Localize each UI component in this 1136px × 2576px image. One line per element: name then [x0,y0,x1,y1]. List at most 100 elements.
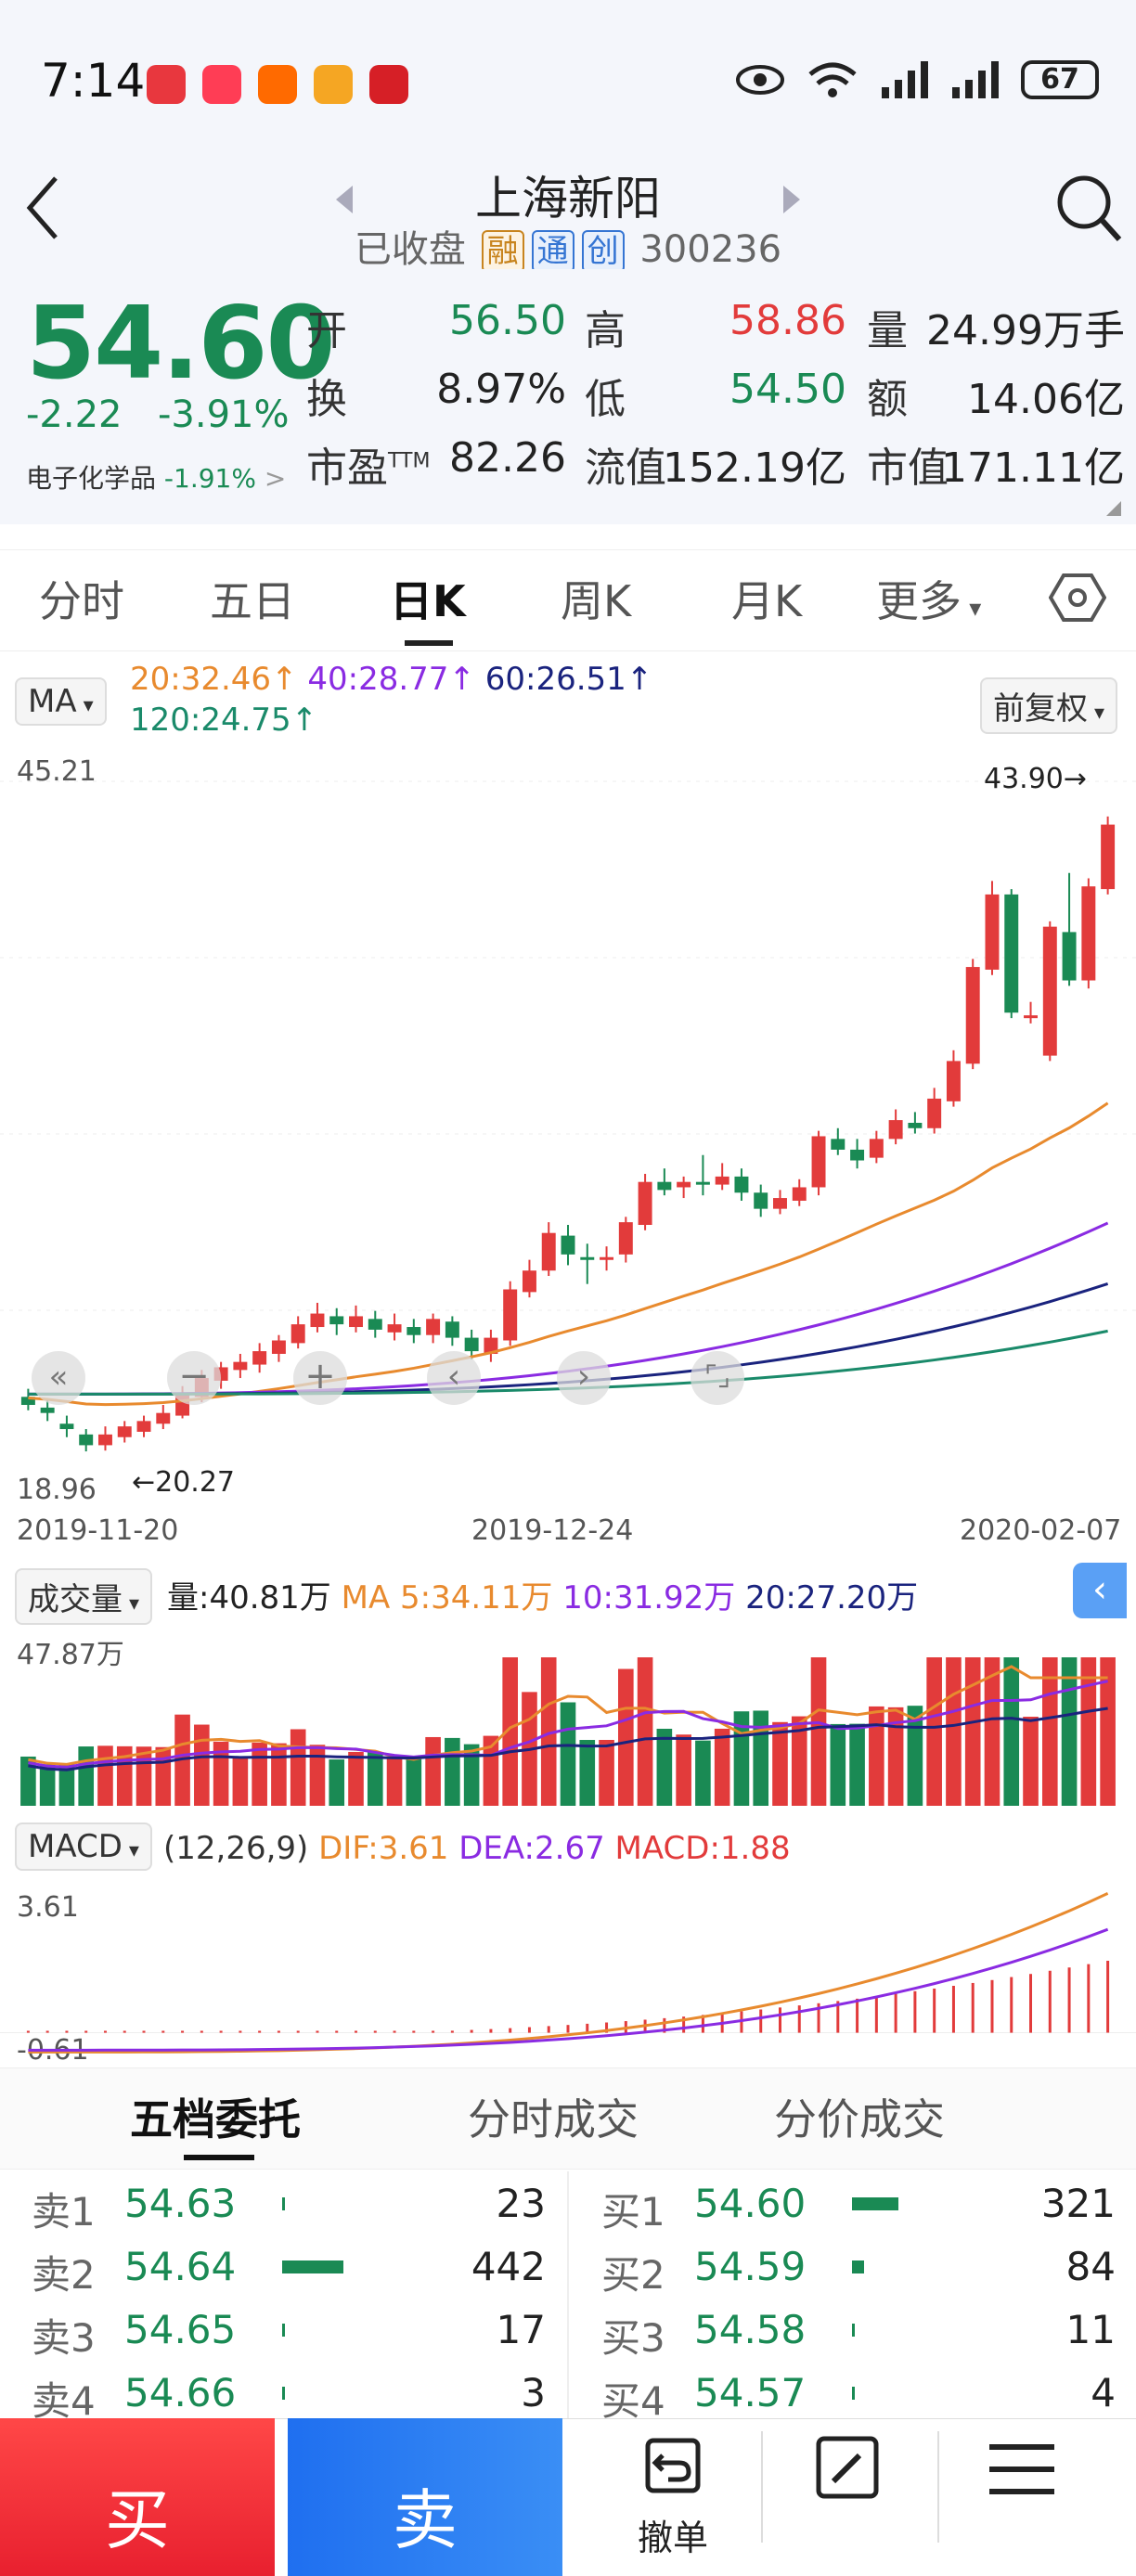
cancel-order-button[interactable]: 撤单 [613,2431,733,2570]
volume-bar [329,1759,345,1806]
vol-ma5: MA 5:34.11万 [341,1579,553,1616]
tab-five-day[interactable]: 五日 [210,576,295,626]
candle-body [387,1324,402,1333]
order-qty: 321 [1040,2181,1116,2226]
app-icon-weibo-pink [202,65,241,104]
battery-indicator: 67 [1021,60,1099,99]
volume-chart[interactable] [0,1624,1136,1806]
price-change-pct: -3.91% [158,393,290,436]
status-bar [0,0,1136,158]
candle-body [811,1136,826,1188]
order-level: 卖3 [32,2315,96,2361]
label-float-mv: 流值 [585,444,666,492]
candle-body [541,1232,556,1271]
sector-name: 电子化学品 [26,463,157,494]
volume-bar [348,1751,364,1806]
value-mv: 171.11亿 [941,444,1125,492]
zoom-first-icon[interactable]: « [32,1351,85,1405]
sector-link[interactable]: 电子化学品 -1.91% > [26,463,287,494]
order-depth-bar [852,2260,865,2273]
candle-body [349,1316,363,1328]
value-turnover: 8.97% [436,366,566,413]
prev-stock-icon[interactable] [334,184,355,215]
ma20-label: 20:32.46 [130,661,272,698]
tab-tick-trades[interactable]: 分时成交 [468,2094,639,2145]
orderbook-row[interactable]: 卖4 54.66 3 [0,2361,566,2424]
label-mv: 市值 [867,444,949,492]
tab-intraday[interactable]: 分时 [39,576,124,626]
orderbook-row[interactable]: 买4 54.57 4 [570,2361,1136,2424]
candle-body [79,1434,94,1446]
period-tabs [0,549,1136,651]
adjust-selector[interactable]: 前复权 ▾ [980,677,1118,734]
zoom-out-icon[interactable]: − [167,1351,221,1405]
volume-bar [1023,1717,1039,1806]
volume-bar [386,1758,403,1806]
macd-chart[interactable] [0,1884,1136,2066]
zoom-in-icon[interactable]: + [293,1351,347,1405]
order-price: 54.63 [124,2181,237,2226]
volume-bar [907,1706,923,1806]
next-stock-icon[interactable] [781,184,802,215]
app-icon-xuexi [369,65,408,104]
value-float-mv: 152.19亿 [663,444,846,492]
volume-bar [1080,1657,1097,1806]
kline-chart[interactable] [0,753,1136,1552]
vol-ma20: 20:27.20万 [745,1579,919,1616]
edit-order-icon[interactable] [815,2435,880,2500]
tab-daily-k[interactable]: 日K [390,576,466,626]
dif-line [28,1892,1109,2054]
scroll-left-icon[interactable]: ‹ [427,1351,481,1405]
order-qty: 3 [521,2370,546,2415]
collapse-panel-icon[interactable]: ‹ [1073,1563,1127,1618]
wifi-icon [808,62,857,97]
candle-body [1024,1015,1039,1019]
volume-selector[interactable]: 成交量 ▾ [15,1568,153,1625]
orderbook-row[interactable]: 买3 54.58 11 [570,2298,1136,2361]
volume-bar [1061,1657,1078,1806]
app-icon-kuaishou [258,65,297,104]
tab-weekly-k[interactable]: 周K [561,576,632,626]
tab-more[interactable]: 更多 ▾ [876,576,982,626]
candle-body [426,1319,441,1335]
candle-body [695,1181,710,1185]
volume-bar [830,1723,846,1806]
order-depth-bar [852,2197,898,2210]
volume-bar [1003,1657,1020,1806]
macd-selector[interactable]: MACD ▾ [15,1823,152,1871]
search-icon[interactable] [1054,171,1123,245]
candle-body [310,1313,325,1328]
candle-body [600,1256,614,1260]
tab-price-volume[interactable]: 分价成交 [774,2094,945,2145]
ma-legend-bar [0,651,1136,753]
fullscreen-icon[interactable]: ⌜⌟ [691,1351,744,1405]
orderbook-row[interactable]: 买2 54.59 84 [570,2235,1136,2298]
settings-hex-icon[interactable] [1049,572,1106,624]
macd-params: (12,26,9) [163,1830,309,1867]
orderbook-row[interactable]: 卖1 54.63 23 [0,2171,566,2235]
tab-level2-orders[interactable]: 五档委托 [130,2094,301,2145]
volume-bar [445,1737,460,1806]
volume-bar [946,1657,962,1806]
stock-subtitle: 已收盘 融通创 300236 [0,219,1136,273]
eye-icon [736,65,784,95]
buy-button[interactable]: 买 [0,2418,275,2576]
candle-body [657,1181,672,1191]
ma-selector[interactable]: MA ▾ [15,677,107,726]
volume-bar [714,1728,730,1806]
expand-corner-icon[interactable] [1104,499,1123,518]
scroll-right-icon[interactable]: › [557,1351,611,1405]
orderbook-row[interactable]: 卖3 54.65 17 [0,2298,566,2361]
volume-bar [579,1740,596,1806]
volume-bar [252,1742,267,1806]
orderbook-row[interactable]: 卖2 54.64 442 [0,2235,566,2298]
sell-button[interactable]: 卖 [288,2418,562,2576]
edit-order-label-partial [796,2511,908,2548]
volume-value: 量:40.81万 [167,1579,331,1616]
tab-monthly-k[interactable]: 月K [731,576,803,626]
orderbook-row[interactable]: 买1 54.60 321 [570,2171,1136,2235]
back-icon[interactable] [22,171,63,245]
label-open: 开 [306,307,347,354]
menu-icon[interactable] [988,2442,1056,2498]
value-pe: 82.26 [449,434,566,482]
